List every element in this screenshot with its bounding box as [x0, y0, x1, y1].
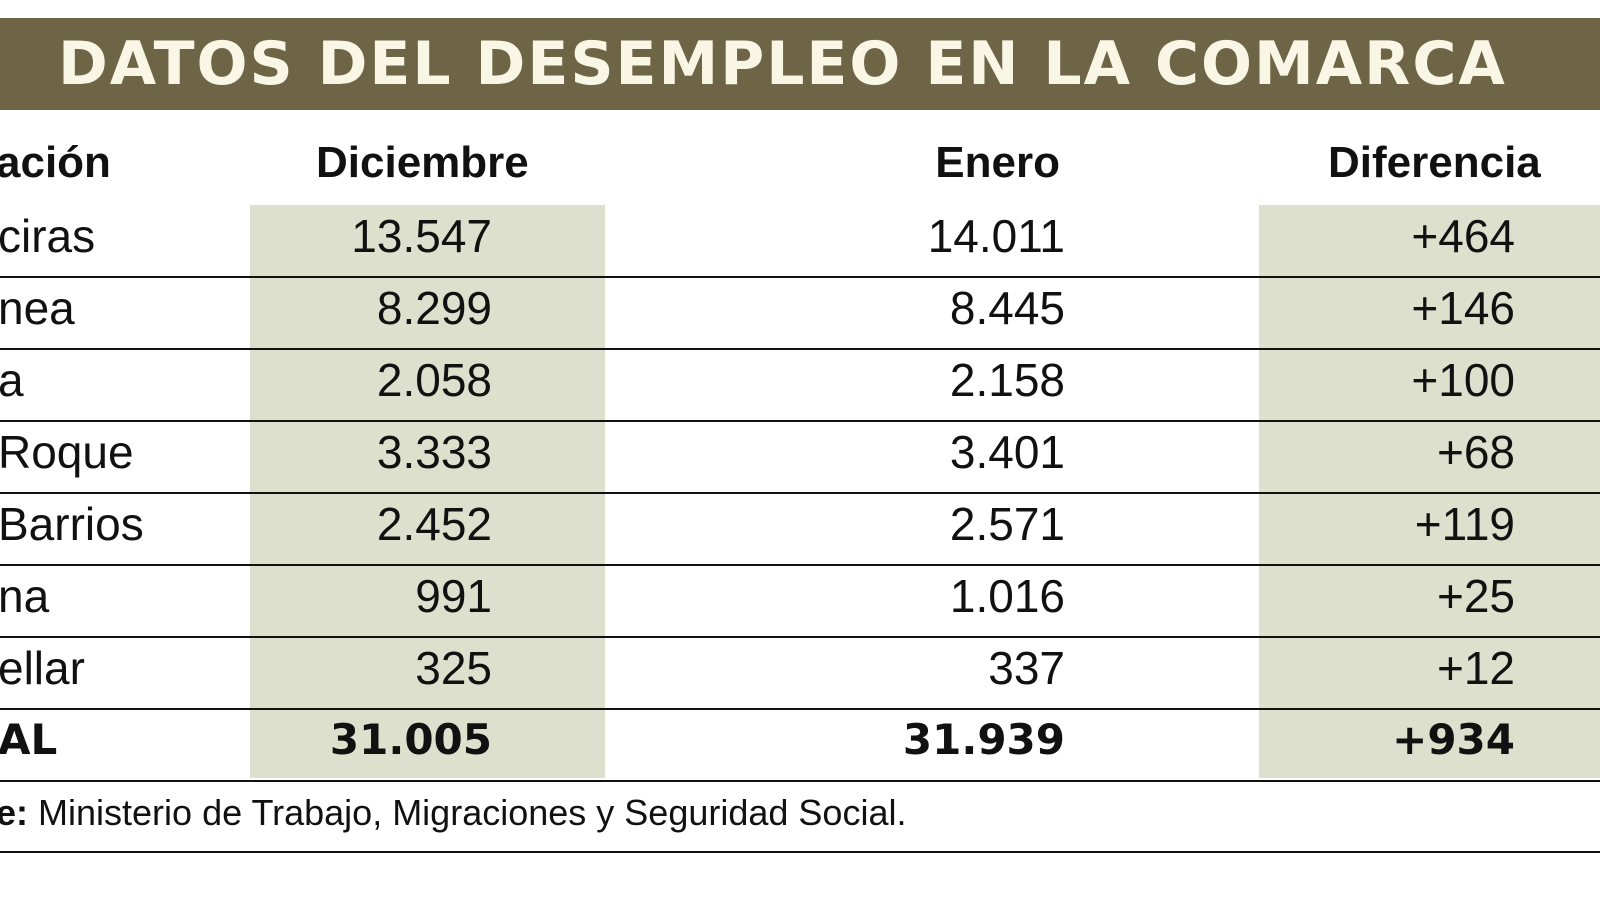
location-cell: ellar: [0, 642, 85, 694]
source-note: e: Ministerio de Trabajo, Migraciones y …: [0, 792, 906, 834]
source-label: e:: [0, 792, 29, 833]
row-divider: [0, 636, 1600, 638]
diferencia-column-shade: [1259, 205, 1600, 778]
table-row: na 991 1.016 +25: [0, 565, 1600, 637]
diciembre-cell: 991: [415, 570, 492, 622]
table-row: ellar 325 337 +12: [0, 637, 1600, 709]
header-location: ación: [0, 138, 111, 187]
title-bar: [0, 18, 1600, 110]
table-row: nea 8.299 8.445 +146: [0, 277, 1600, 349]
table-row: Roque 3.333 3.401 +68: [0, 421, 1600, 493]
diferencia-cell: +12: [1436, 642, 1515, 694]
total-row: AL 31.005 31.939 +934: [0, 709, 1600, 781]
row-divider: [0, 708, 1600, 710]
row-divider: [0, 420, 1600, 422]
location-cell: Barrios: [0, 498, 144, 550]
row-divider: [0, 780, 1600, 782]
location-cell: nea: [0, 282, 75, 334]
enero-cell: 14.011: [927, 210, 1065, 262]
row-divider: [0, 276, 1600, 278]
diciembre-cell: 31.005: [329, 715, 492, 764]
location-cell: ciras: [0, 210, 96, 262]
table-row: a 2.058 2.158 +100: [0, 349, 1600, 421]
diciembre-column-shade: [250, 205, 605, 778]
row-divider: [0, 564, 1600, 566]
header-enero: Enero: [935, 138, 1060, 187]
diciembre-cell: 325: [415, 642, 492, 694]
location-cell: AL: [0, 715, 58, 764]
diferencia-cell: +464: [1411, 210, 1515, 262]
table-row: ciras 13.547 14.011 +464: [0, 205, 1600, 277]
diferencia-cell: +146: [1411, 282, 1515, 334]
enero-cell: 337: [988, 642, 1065, 694]
diferencia-cell: +25: [1436, 570, 1515, 622]
row-divider: [0, 492, 1600, 494]
enero-cell: 31.939: [902, 715, 1065, 764]
enero-cell: 1.016: [949, 570, 1065, 622]
location-cell: Roque: [0, 426, 134, 478]
row-divider: [0, 348, 1600, 350]
source-text: Ministerio de Trabajo, Migraciones y Seg…: [38, 792, 907, 833]
diciembre-cell: 2.452: [376, 498, 492, 550]
enero-cell: 2.571: [949, 498, 1065, 550]
enero-cell: 2.158: [949, 354, 1065, 406]
diferencia-cell: +68: [1436, 426, 1515, 478]
diferencia-cell: +100: [1411, 354, 1515, 406]
enero-cell: 8.445: [949, 282, 1065, 334]
diferencia-cell: +119: [1414, 498, 1515, 550]
diciembre-cell: 3.333: [376, 426, 492, 478]
table-row: Barrios 2.452 2.571 +119: [0, 493, 1600, 565]
location-cell: a: [0, 354, 24, 406]
diciembre-cell: 2.058: [376, 354, 492, 406]
header-diferencia: Diferencia: [1328, 138, 1541, 187]
enero-cell: 3.401: [949, 426, 1065, 478]
table-title: DATOS DEL DESEMPLEO EN LA COMARCA: [58, 29, 1507, 99]
location-cell: na: [0, 570, 50, 622]
diciembre-cell: 8.299: [376, 282, 492, 334]
diciembre-cell: 13.547: [351, 210, 492, 262]
header-diciembre: Diciembre: [316, 138, 529, 187]
bottom-rule: [0, 851, 1600, 853]
diferencia-cell: +934: [1392, 715, 1515, 764]
